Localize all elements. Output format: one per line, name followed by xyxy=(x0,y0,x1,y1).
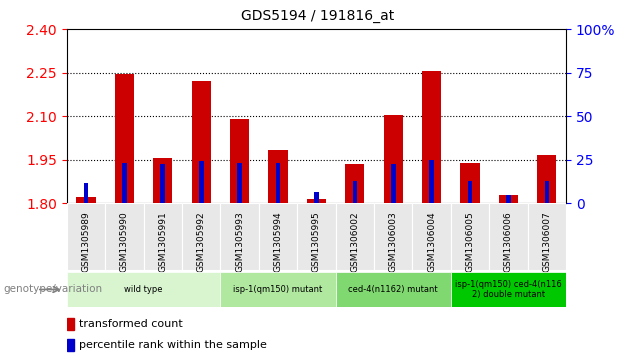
Bar xyxy=(537,155,556,203)
Bar xyxy=(314,192,319,203)
Text: GSM1305991: GSM1305991 xyxy=(158,211,167,272)
Bar xyxy=(191,81,211,203)
Bar xyxy=(499,195,518,203)
Text: GSM1306004: GSM1306004 xyxy=(427,211,436,272)
Bar xyxy=(76,197,95,203)
FancyBboxPatch shape xyxy=(221,272,336,307)
FancyBboxPatch shape xyxy=(489,203,528,270)
Bar xyxy=(307,199,326,203)
Text: wild type: wild type xyxy=(125,285,163,294)
Bar xyxy=(160,164,165,203)
Text: GSM1305990: GSM1305990 xyxy=(120,211,129,272)
Text: GSM1305992: GSM1305992 xyxy=(197,211,205,272)
Text: GSM1305993: GSM1305993 xyxy=(235,211,244,272)
Bar xyxy=(384,115,403,203)
Text: ced-4(n1162) mutant: ced-4(n1162) mutant xyxy=(349,285,438,294)
Bar xyxy=(544,182,549,203)
Text: isp-1(qm150) mutant: isp-1(qm150) mutant xyxy=(233,285,322,294)
Bar xyxy=(268,150,287,203)
Text: GSM1305995: GSM1305995 xyxy=(312,211,321,272)
Text: genotype/variation: genotype/variation xyxy=(3,285,102,294)
FancyBboxPatch shape xyxy=(336,272,451,307)
FancyBboxPatch shape xyxy=(182,203,221,270)
Text: GSM1306002: GSM1306002 xyxy=(350,211,359,272)
Bar xyxy=(467,182,473,203)
Bar xyxy=(275,163,280,203)
Bar xyxy=(67,339,74,351)
Text: GSM1306003: GSM1306003 xyxy=(389,211,398,272)
FancyBboxPatch shape xyxy=(297,203,336,270)
FancyBboxPatch shape xyxy=(221,203,259,270)
Bar xyxy=(506,195,511,203)
Bar xyxy=(237,163,242,203)
FancyBboxPatch shape xyxy=(412,203,451,270)
Text: GSM1306006: GSM1306006 xyxy=(504,211,513,272)
FancyBboxPatch shape xyxy=(374,203,412,270)
Bar xyxy=(199,161,204,203)
Bar xyxy=(345,164,364,203)
Bar xyxy=(352,182,357,203)
Text: isp-1(qm150) ced-4(n116
2) double mutant: isp-1(qm150) ced-4(n116 2) double mutant xyxy=(455,280,562,299)
Bar xyxy=(67,318,74,330)
Bar xyxy=(422,71,441,203)
Text: GSM1306007: GSM1306007 xyxy=(543,211,551,272)
Bar xyxy=(153,158,172,203)
FancyBboxPatch shape xyxy=(336,203,374,270)
Bar xyxy=(460,163,480,203)
FancyBboxPatch shape xyxy=(528,203,566,270)
FancyBboxPatch shape xyxy=(259,203,297,270)
Bar xyxy=(122,163,127,203)
FancyBboxPatch shape xyxy=(451,272,566,307)
FancyBboxPatch shape xyxy=(144,203,182,270)
FancyBboxPatch shape xyxy=(67,272,221,307)
Text: GDS5194 / 191816_at: GDS5194 / 191816_at xyxy=(242,9,394,23)
Text: percentile rank within the sample: percentile rank within the sample xyxy=(79,340,266,350)
FancyBboxPatch shape xyxy=(105,203,144,270)
Text: GSM1306005: GSM1306005 xyxy=(466,211,474,272)
Text: GSM1305994: GSM1305994 xyxy=(273,211,282,272)
Text: GSM1305989: GSM1305989 xyxy=(81,211,90,272)
Bar xyxy=(114,74,134,203)
Bar xyxy=(84,183,88,203)
FancyBboxPatch shape xyxy=(67,203,105,270)
Bar xyxy=(230,119,249,203)
Bar xyxy=(391,164,396,203)
FancyBboxPatch shape xyxy=(451,203,489,270)
Bar xyxy=(429,160,434,203)
Text: transformed count: transformed count xyxy=(79,319,183,329)
